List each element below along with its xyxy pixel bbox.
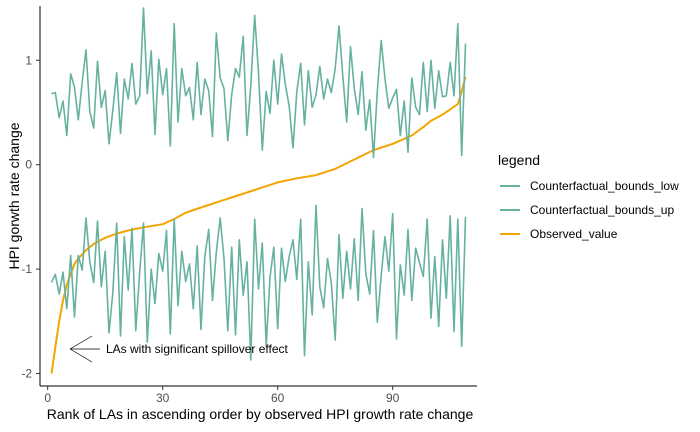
y-ticks: -2 -1 0 1 xyxy=(21,53,40,380)
x-axis-title: Rank of LAs in ascending order by observ… xyxy=(47,406,474,422)
y-axis-title: HPI gorwth rate change xyxy=(6,122,22,269)
annotation-arrowhead-lower xyxy=(69,348,93,363)
legend-items: Counterfactual_bounds_low Counterfactual_… xyxy=(500,179,679,241)
y-tick-label: -2 xyxy=(21,366,32,380)
series-line-counterfactual-bounds-low xyxy=(50,204,467,361)
y-tick-label: 0 xyxy=(25,158,32,172)
axes: 0 30 60 90 -2 -1 0 1 xyxy=(21,6,477,405)
annotation-text: LAs with significant spillover effect xyxy=(106,342,289,356)
series-line-observed-value xyxy=(50,76,467,374)
annotation-arrowhead-upper xyxy=(69,335,93,350)
annotation: LAs with significant spillover effect xyxy=(69,335,289,363)
x-tick-label: 0 xyxy=(44,391,51,405)
series-layer xyxy=(50,7,467,374)
series-line-counterfactual-bounds-up xyxy=(51,7,467,159)
legend-label-counterfactual-bounds-low: Counterfactual_bounds_low xyxy=(530,179,679,193)
x-tick-label: 90 xyxy=(386,391,400,405)
legend-label-observed-value: Observed_value xyxy=(530,227,618,241)
legend-label-counterfactual-bounds-up: Counterfactual_bounds_up xyxy=(530,203,674,217)
y-tick-label: 1 xyxy=(25,53,32,67)
legend-title: legend xyxy=(498,152,540,168)
x-tick-label: 60 xyxy=(271,391,285,405)
y-tick-label: -1 xyxy=(21,262,32,276)
x-ticks: 0 30 60 90 xyxy=(44,386,400,405)
legend: legend Counterfactual_bounds_lowCounterf… xyxy=(498,152,679,241)
x-tick-label: 30 xyxy=(156,391,170,405)
